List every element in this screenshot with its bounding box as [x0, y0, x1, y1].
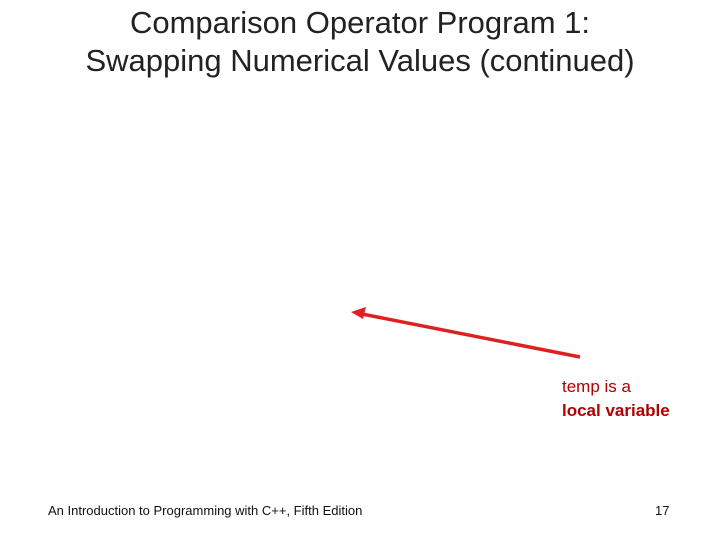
annotation: local variable — [562, 401, 670, 420]
slide-title: Swapping Numerical Values (continued) — [85, 43, 635, 78]
annotation: temp is a — [562, 377, 631, 396]
page-number: 17 — [655, 503, 670, 518]
footer: An Introduction to Programming with C++,… — [48, 503, 363, 518]
slide-title: Comparison Operator Program 1: — [129, 5, 591, 40]
arrow-head — [351, 307, 366, 319]
arrow-line — [361, 312, 581, 359]
